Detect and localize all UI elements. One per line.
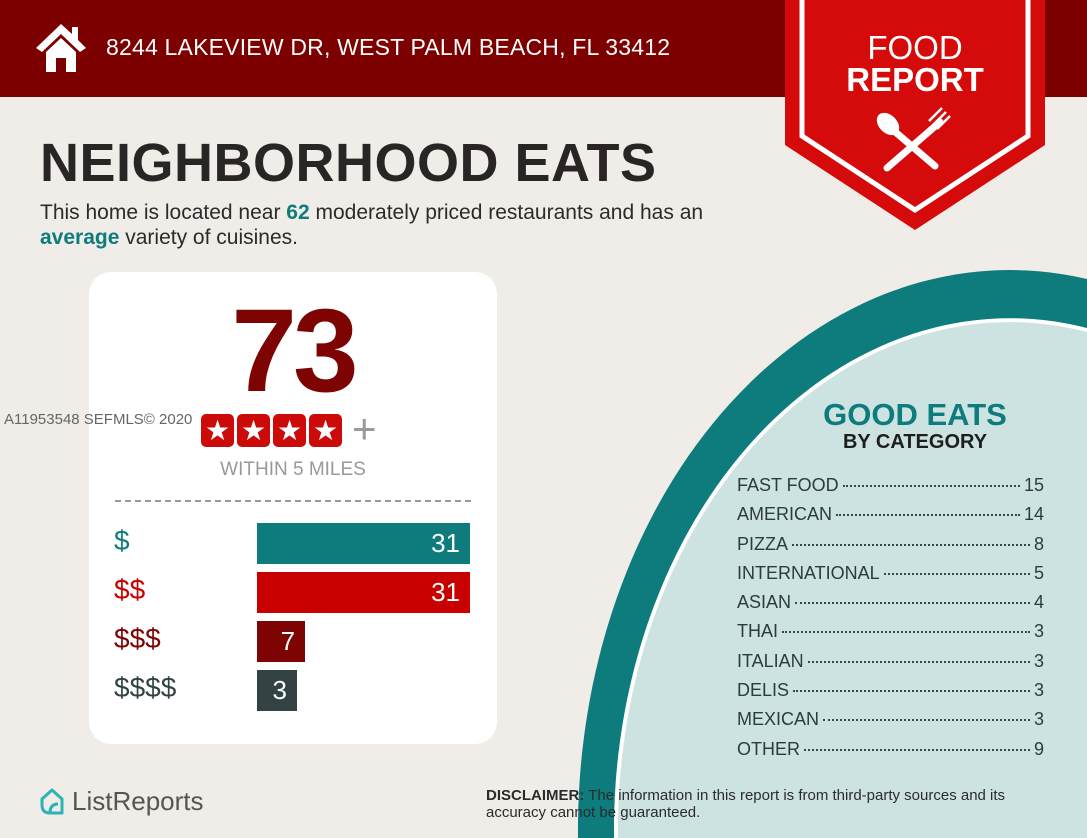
logo-text: ListReports xyxy=(72,786,204,816)
category-name: MEXICAN xyxy=(737,709,820,730)
dot-leader xyxy=(807,660,1030,663)
category-name: AMERICAN xyxy=(737,504,833,525)
price-tier-bar: 31 xyxy=(257,572,470,613)
food-report-badge xyxy=(785,0,1045,230)
dot-leader xyxy=(804,748,1030,751)
star-icon: ★ xyxy=(237,414,270,447)
price-tier-bar: 31 xyxy=(257,523,470,564)
restaurant-count: 62 xyxy=(286,201,310,224)
price-tier-label: $$ xyxy=(114,574,146,605)
property-address: 8244 LAKEVIEW DR, WEST PALM BEACH, FL 33… xyxy=(106,34,671,60)
summary-part: This home is located near xyxy=(40,201,287,224)
category-count: 14 xyxy=(1023,504,1044,525)
category-count: 9 xyxy=(1033,738,1044,759)
dot-leader xyxy=(836,514,1020,517)
disclaimer-text: The information in this report is from t… xyxy=(486,787,1006,821)
category-name: INTERNATIONAL xyxy=(737,562,880,583)
category-row: MEXICAN 3 xyxy=(737,709,1044,738)
category-row: DELIS 3 xyxy=(737,680,1044,709)
plus-icon: + xyxy=(352,405,377,452)
summary-part: variety of cuisines. xyxy=(119,226,298,249)
category-row: INTERNATIONAL 5 xyxy=(737,563,1044,592)
dot-leader xyxy=(883,572,1030,575)
home-icon xyxy=(36,24,86,72)
star-icon: ★ xyxy=(273,414,306,447)
page-title: NEIGHBORHOOD EATS xyxy=(40,133,657,193)
dot-leader xyxy=(842,485,1020,487)
category-count: 4 xyxy=(1033,592,1044,613)
price-tier-label: $ xyxy=(114,525,130,556)
category-row: THAI 3 xyxy=(737,621,1044,650)
good-eats-subtitle: BY CATEGORY xyxy=(842,431,988,453)
dot-leader xyxy=(823,719,1030,722)
price-tier-label: $$$$ xyxy=(114,672,177,703)
listreports-logo[interactable]: ListReports xyxy=(38,786,204,817)
summary-part: moderately priced restaurants and has an xyxy=(309,201,704,224)
category-count: 8 xyxy=(1033,533,1044,554)
category-row: ITALIAN 3 xyxy=(737,651,1044,680)
category-count: 3 xyxy=(1033,650,1044,671)
category-row: PIZZA 8 xyxy=(737,534,1044,563)
star-icon: ★ xyxy=(201,414,234,447)
radius-label: WITHIN 5 MILES xyxy=(220,459,366,480)
category-name: ASIAN xyxy=(737,592,792,613)
good-eats-title: GOOD EATS xyxy=(823,397,1007,432)
category-count: 3 xyxy=(1033,709,1044,730)
variety-level: average xyxy=(40,226,120,249)
category-name: ITALIAN xyxy=(737,650,804,671)
listreports-logo-icon xyxy=(40,788,64,814)
category-count: 15 xyxy=(1023,475,1044,495)
category-list: FAST FOOD 15 AMERICAN 14 PIZZA 8 INTERNATIONAL… xyxy=(737,475,1044,768)
category-row: FAST FOOD 15 xyxy=(737,475,1044,504)
category-row: ASIAN 4 xyxy=(737,592,1044,621)
category-name: OTHER xyxy=(737,738,800,759)
summary-text: This home is located near 62 moderately … xyxy=(40,200,703,250)
disclaimer: DISCLAIMER: The information in this repo… xyxy=(486,787,1066,821)
score-card xyxy=(89,272,497,744)
dot-leader xyxy=(782,631,1030,634)
disclaimer-label: DISCLAIMER: xyxy=(486,787,585,804)
price-tier-label: $$$ xyxy=(114,623,161,654)
dot-leader xyxy=(793,690,1030,693)
category-count: 3 xyxy=(1033,680,1044,701)
badge-line-1: FOOD xyxy=(867,29,963,66)
spoon-fork-icon xyxy=(876,107,951,172)
star-icon: ★ xyxy=(309,414,342,447)
price-tier-bar: 7 xyxy=(257,621,306,662)
category-name: THAI xyxy=(737,621,779,642)
category-name: PIZZA xyxy=(737,533,789,554)
badge-title: FOOD REPORT xyxy=(785,29,1045,98)
star-rating: ★ ★ ★ ★ xyxy=(201,414,342,447)
category-count: 3 xyxy=(1033,621,1044,642)
category-name: FAST FOOD xyxy=(737,475,839,495)
category-name: DELIS xyxy=(737,680,790,701)
mls-watermark: A11953548 SEFMLS© 2020 xyxy=(4,411,193,428)
price-tier-bar: 3 xyxy=(257,670,297,711)
dot-leader xyxy=(792,543,1030,546)
divider xyxy=(115,500,471,502)
plate-graphic xyxy=(577,270,1087,838)
badge-line-2: REPORT xyxy=(846,61,984,98)
category-row: AMERICAN 14 xyxy=(737,504,1044,533)
category-count: 5 xyxy=(1033,562,1044,583)
category-row: OTHER 9 xyxy=(737,739,1044,768)
score-value: 73 xyxy=(231,285,358,417)
dot-leader xyxy=(795,602,1030,605)
